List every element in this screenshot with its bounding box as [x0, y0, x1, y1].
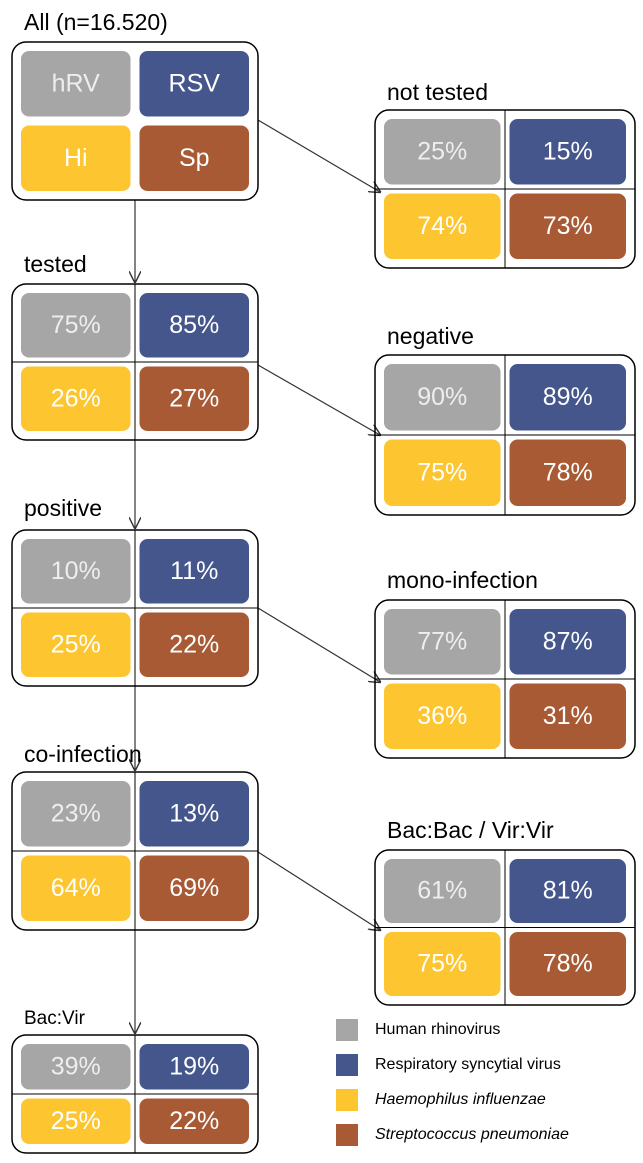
cell-value: 90% [417, 383, 467, 411]
cell [21, 612, 131, 677]
node-label: co-infection [24, 741, 142, 767]
legend-swatch [336, 1089, 358, 1111]
node-box [11, 41, 259, 201]
cell-value: 39% [51, 1052, 101, 1080]
node-label: negative [387, 323, 474, 349]
cell-value: 81% [543, 877, 593, 905]
legend-label: Human rhinovirus [375, 1021, 500, 1038]
cell [139, 781, 249, 847]
cell [139, 1044, 249, 1090]
cell-value: 22% [169, 630, 219, 658]
cell [139, 539, 249, 604]
cell-value: 25% [51, 1107, 101, 1135]
cell-value: Hi [64, 144, 88, 172]
cell [509, 859, 626, 923]
cell-value: 87% [543, 627, 593, 655]
arrow [257, 119, 380, 192]
cell [509, 193, 626, 259]
node-label: All (n=16.520) [24, 9, 168, 35]
cell-value: 23% [51, 799, 101, 827]
arrow [257, 364, 380, 435]
cell-value: 22% [169, 1107, 219, 1135]
cell [509, 119, 626, 185]
cell [509, 439, 626, 506]
legend-swatch [336, 1124, 358, 1146]
node-label: Bac:Bac / Vir:Vir [387, 817, 554, 843]
cell-value: Sp [179, 144, 210, 172]
cell [509, 364, 626, 431]
cell [139, 51, 249, 117]
node-label: not tested [387, 79, 488, 105]
cell-value: 75% [417, 950, 467, 978]
node-label: Bac:Vir [24, 1008, 86, 1029]
cell [509, 609, 626, 675]
cell-value: RSV [169, 69, 221, 97]
legend-label: Respiratory syncytial virus [375, 1056, 561, 1073]
cell [384, 193, 501, 259]
cell-value: 75% [417, 458, 467, 486]
cell-value: 61% [417, 877, 467, 905]
cell-value: 85% [169, 311, 219, 339]
cell [139, 855, 249, 921]
node-label: tested [24, 251, 87, 277]
cell [509, 932, 626, 996]
cell-value: 64% [51, 874, 101, 902]
cell [384, 609, 501, 675]
cell [21, 51, 131, 117]
cell-value: 78% [543, 950, 593, 978]
legend-swatch [336, 1019, 358, 1041]
cell-value: 77% [417, 627, 467, 655]
cell [139, 293, 249, 358]
cell [384, 364, 501, 431]
node-label: positive [24, 495, 102, 521]
cell [21, 293, 131, 358]
cell [384, 439, 501, 506]
cell-value: 13% [169, 799, 219, 827]
legend-swatch [336, 1054, 358, 1076]
cell-value: 69% [169, 874, 219, 902]
cell [21, 125, 131, 191]
cell [384, 859, 501, 923]
cell-value: 25% [417, 137, 467, 165]
node-label: mono-infection [387, 567, 538, 593]
cell-value: 10% [51, 557, 101, 585]
cell-value: 26% [51, 384, 101, 412]
cell-value: 78% [543, 458, 593, 486]
cell-value: 11% [170, 557, 218, 585]
cell-value: 31% [543, 702, 593, 730]
cell-value: 73% [543, 212, 593, 240]
cell [21, 1098, 131, 1144]
cell [384, 683, 501, 749]
arrows [135, 119, 380, 1033]
cell [21, 855, 131, 921]
cell [384, 932, 501, 996]
cell-value: 15% [543, 137, 593, 165]
legend-label: Streptococcus pneumoniae [375, 1126, 569, 1143]
cell [21, 539, 131, 604]
cell [509, 683, 626, 749]
cell-value: 36% [417, 702, 467, 730]
cell-value: 75% [51, 311, 101, 339]
cell [139, 125, 249, 191]
cell [139, 1098, 249, 1144]
cell [21, 1044, 131, 1090]
cell-value: 89% [543, 383, 593, 411]
legend-label: Haemophilus influenzae [375, 1091, 546, 1108]
cell [139, 366, 249, 431]
cell-value: 27% [169, 384, 219, 412]
cell [384, 119, 501, 185]
cell [21, 781, 131, 847]
cell [139, 612, 249, 677]
cell-value: 25% [51, 630, 101, 658]
cell [21, 366, 131, 431]
cell-value: 74% [417, 212, 467, 240]
arrow [257, 607, 380, 682]
cell-value: hRV [52, 69, 101, 97]
arrow [257, 851, 380, 930]
cell-value: 19% [169, 1052, 219, 1080]
